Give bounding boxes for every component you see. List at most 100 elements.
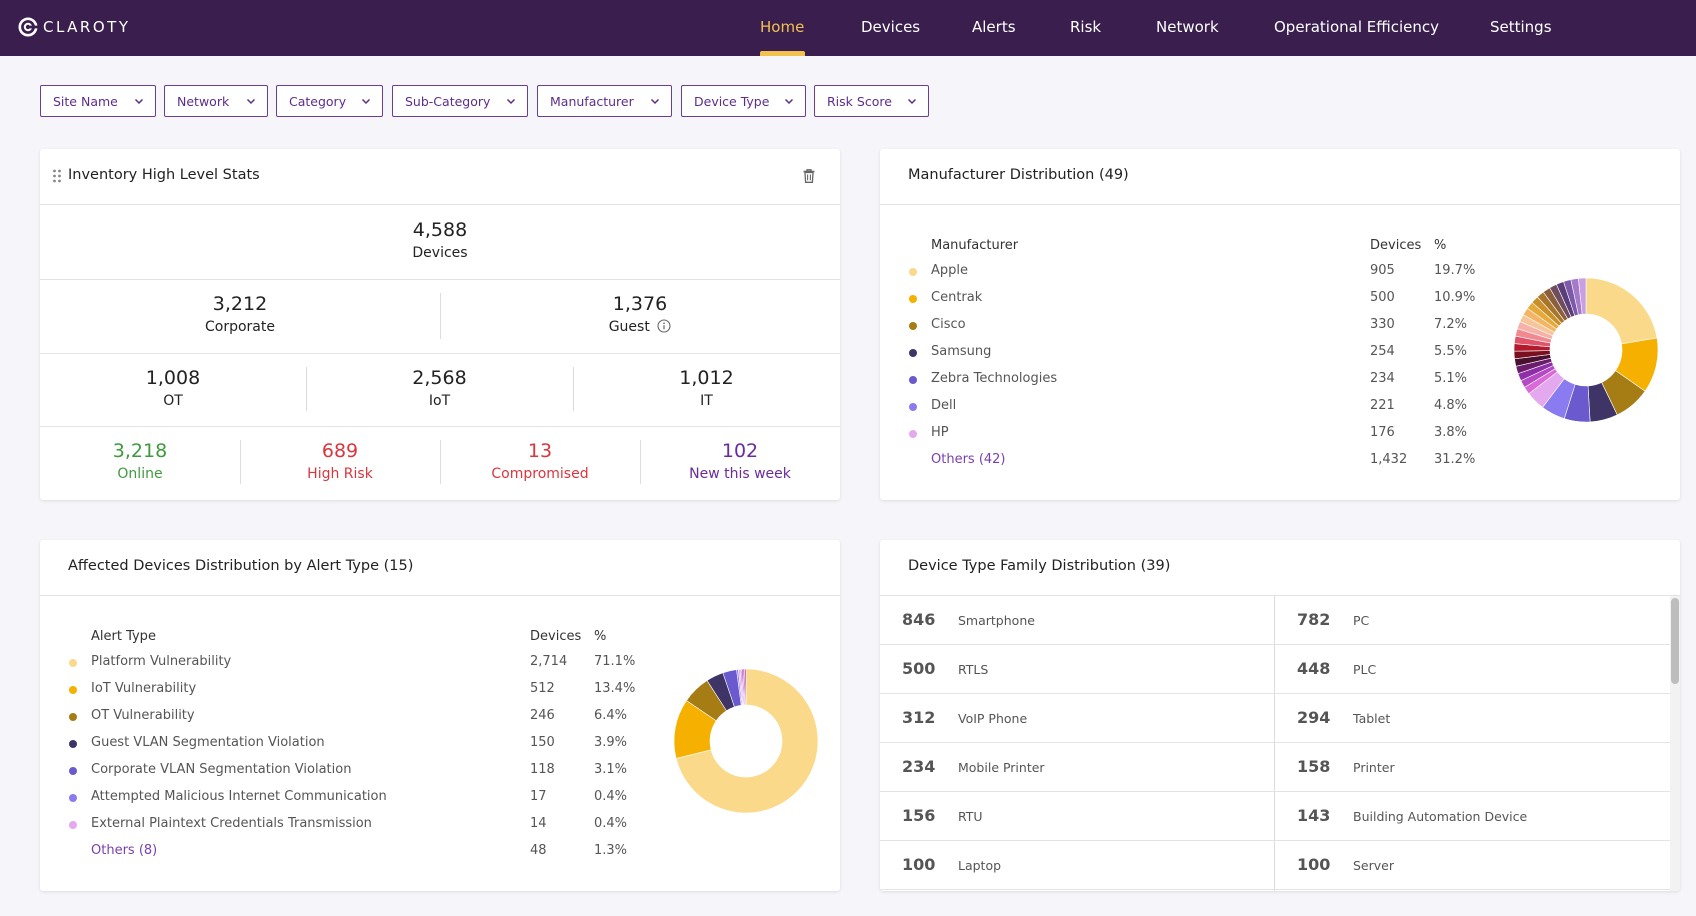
donut-slice[interactable] (1585, 277, 1658, 345)
legend-devices-count: 246 (530, 708, 555, 723)
device-type-cell[interactable]: 100 Server (1275, 841, 1670, 890)
legend-others-link[interactable]: Others (8) (91, 843, 158, 858)
filter-device-type[interactable]: Device Type (681, 85, 806, 117)
filter-category[interactable]: Category (276, 85, 383, 117)
device-type-label: Building Automation Device (1353, 809, 1528, 824)
device-type-cell[interactable]: 312 VoIP Phone (880, 694, 1274, 743)
device-type-cell[interactable]: 234 Mobile Printer (880, 743, 1274, 792)
legend-label: IoT Vulnerability (91, 681, 197, 696)
legend-label: Centrak (931, 290, 983, 305)
device-type-cell[interactable]: 448 PLC (1275, 645, 1670, 694)
filter-risk-score[interactable]: Risk Score (814, 85, 929, 117)
stat-high-risk[interactable]: 689 High Risk (240, 440, 440, 482)
device-type-label: RTU (958, 809, 983, 824)
alert-type-donut-chart[interactable] (672, 667, 820, 815)
donut-slice[interactable] (1578, 277, 1587, 315)
filter-label: Risk Score (827, 93, 892, 109)
nav-devices[interactable]: Devices (861, 18, 921, 36)
filter-label: Manufacturer (550, 93, 634, 109)
card-title: Device Type Family Distribution (39) (908, 558, 1171, 574)
stat-label: IT (700, 393, 713, 409)
nav-risk[interactable]: Risk (1070, 18, 1102, 36)
stat-label: Guest (608, 319, 650, 335)
device-type-count: 100 (1297, 855, 1331, 874)
legend-color-dot (909, 403, 917, 411)
device-type-cell[interactable]: 846 Smartphone (880, 596, 1274, 645)
device-type-cell[interactable]: 782 PC (1275, 596, 1670, 645)
stat-iot[interactable]: 2,568 IoT (306, 367, 573, 409)
legend-devices-count: 512 (530, 681, 555, 696)
nav-network[interactable]: Network (1156, 18, 1219, 36)
alert-type-distribution-card: Affected Devices Distribution by Alert T… (40, 540, 840, 891)
stat-online[interactable]: 3,218 Online (40, 440, 240, 482)
legend-color-dot (69, 713, 77, 721)
chevron-down-icon (784, 98, 794, 105)
drag-handle-icon[interactable] (52, 169, 62, 183)
legend-label: Guest VLAN Segmentation Violation (91, 735, 325, 750)
device-type-label: Tablet (1353, 711, 1391, 726)
divider (640, 440, 641, 484)
device-type-distribution-card: Device Type Family Distribution (39) 846… (880, 540, 1680, 891)
legend-color-dot (69, 821, 77, 829)
device-type-count: 158 (1297, 757, 1331, 776)
legend-percent: 6.4% (594, 708, 628, 723)
stat-corporate[interactable]: 3,212 Corporate (40, 293, 440, 335)
donut-slice[interactable] (744, 668, 747, 706)
device-type-cell[interactable]: 143 Building Automation Device (1275, 792, 1670, 841)
column-header-alert-type: Alert Type (91, 629, 156, 644)
legend-color-dot (909, 268, 917, 276)
legend-others-link[interactable]: Others (42) (931, 452, 1006, 467)
nav-settings[interactable]: Settings (1490, 18, 1552, 36)
device-type-cell[interactable]: 158 Printer (1275, 743, 1670, 792)
card-divider (40, 595, 840, 596)
legend-percent: 3.9% (594, 735, 628, 750)
filter-network[interactable]: Network (164, 85, 268, 117)
scrollbar-track[interactable] (1670, 596, 1680, 891)
divider (240, 440, 241, 484)
device-type-label: VoIP Phone (958, 711, 1028, 726)
stat-guest[interactable]: 1,376 Guest (440, 293, 840, 335)
stat-total-devices[interactable]: 4,588 Devices (40, 219, 840, 261)
device-type-cell[interactable]: 156 RTU (880, 792, 1274, 841)
stat-value: 4,588 (412, 219, 468, 241)
legend-percent: 13.4% (594, 681, 636, 696)
legend-color-dot (69, 794, 77, 802)
info-icon[interactable] (657, 319, 671, 333)
device-type-cell[interactable]: 100 Laptop (880, 841, 1274, 890)
legend-label: Corporate VLAN Segmentation Violation (91, 762, 352, 777)
divider (440, 293, 441, 339)
legend-percent: 1.3% (594, 843, 628, 858)
filter-site-name[interactable]: Site Name (40, 85, 156, 117)
stat-value: 1,008 (145, 367, 201, 389)
brand-name: CLAROTY (43, 18, 131, 36)
filter-sub-category[interactable]: Sub-Category (392, 85, 528, 117)
card-divider (880, 595, 1680, 596)
legend-percent: 19.7% (1434, 263, 1476, 278)
chevron-down-icon (506, 98, 516, 105)
stat-it[interactable]: 1,012 IT (573, 367, 840, 409)
active-tab-indicator (760, 51, 805, 56)
stat-value: 1,012 (679, 367, 734, 389)
legend-devices-count: 17 (530, 789, 547, 804)
scrollbar-thumb[interactable] (1671, 598, 1679, 684)
legend-percent: 3.1% (594, 762, 628, 777)
trash-icon[interactable] (802, 168, 816, 184)
device-type-cell[interactable]: 294 Tablet (1275, 694, 1670, 743)
donut-slice[interactable] (675, 668, 819, 814)
filter-manufacturer[interactable]: Manufacturer (537, 85, 672, 117)
nav-alerts[interactable]: Alerts (972, 18, 1016, 36)
stat-ot[interactable]: 1,008 OT (40, 367, 306, 409)
stat-label: Corporate (205, 319, 275, 335)
nav-operational-efficiency[interactable]: Operational Efficiency (1274, 18, 1440, 36)
device-type-cell[interactable]: 500 RTLS (880, 645, 1274, 694)
device-type-count: 234 (902, 757, 936, 776)
chevron-down-icon (361, 98, 371, 105)
stat-compromised[interactable]: 13 Compromised (440, 440, 640, 482)
claroty-logo[interactable]: CLAROTY (18, 17, 131, 37)
stat-new-this-week[interactable]: 102 New this week (640, 440, 840, 482)
device-type-label: Server (1353, 858, 1394, 873)
manufacturer-donut-chart[interactable] (1512, 276, 1660, 424)
stat-value: 3,212 (212, 293, 268, 315)
chevron-down-icon (650, 98, 660, 105)
nav-home[interactable]: Home (760, 18, 805, 36)
